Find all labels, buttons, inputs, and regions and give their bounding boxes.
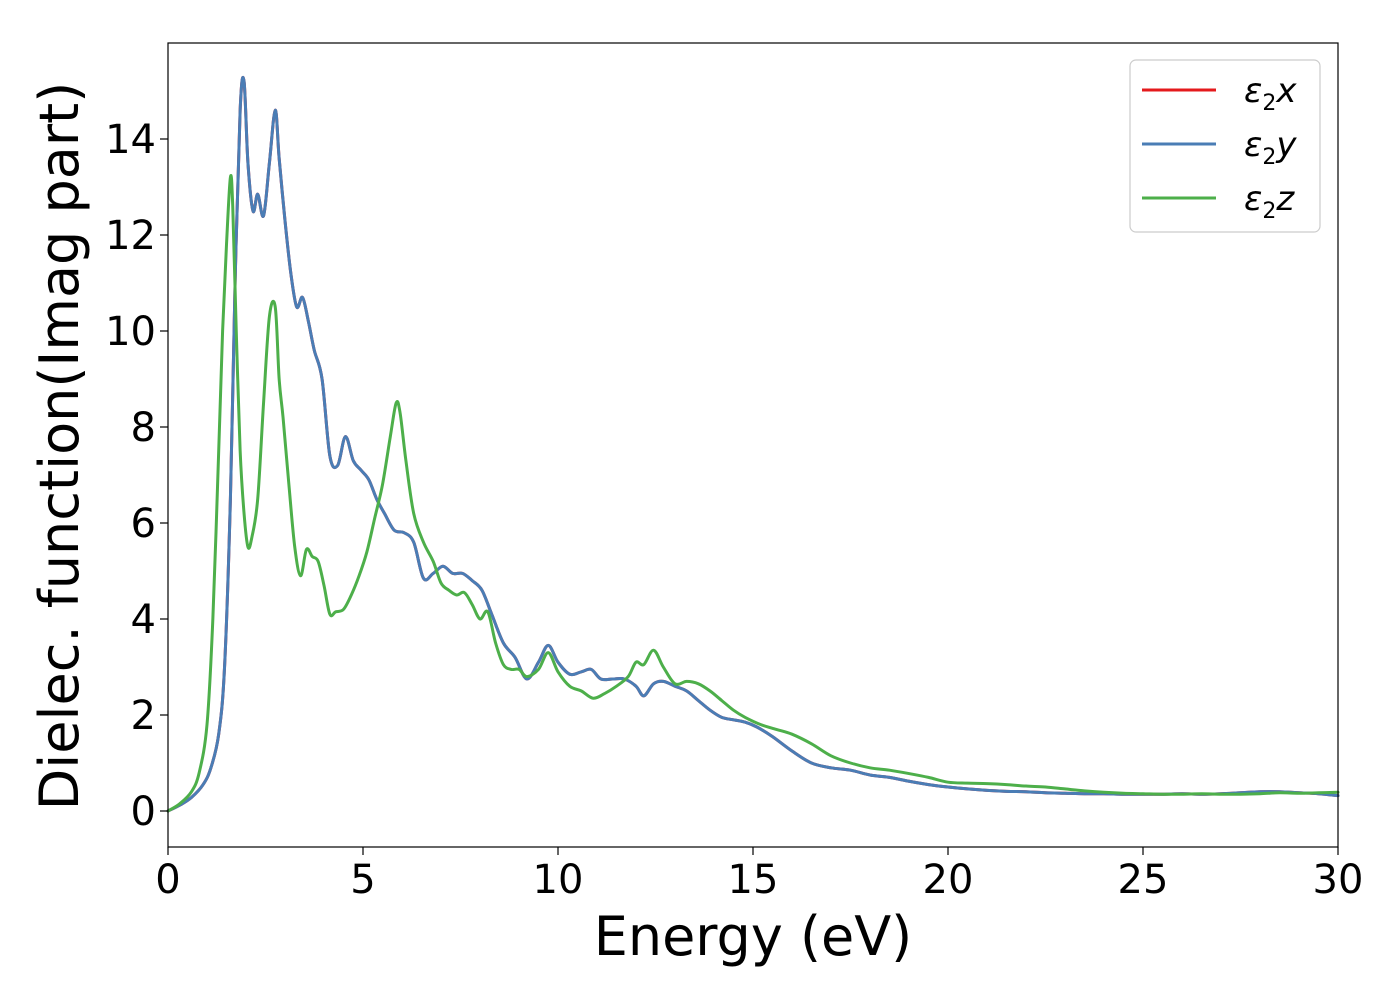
y-tick-label: 12 (105, 213, 156, 259)
x-tick-label: 30 (1313, 857, 1364, 903)
y-tick-label: 0 (131, 789, 156, 835)
x-tick-label: 5 (350, 857, 375, 903)
y-tick-label: 8 (131, 405, 156, 451)
y-axis-ticks: 0 2 4 6 8 10 12 14 (105, 117, 168, 835)
y-axis-label: Dielec. function(Imag part) (28, 82, 91, 811)
y-tick-label: 2 (131, 693, 156, 739)
x-tick-label: 20 (923, 857, 974, 903)
legend-label-z: ε2z (1244, 179, 1295, 224)
x-axis-label: Energy (eV) (594, 905, 913, 968)
y-tick-label: 6 (131, 501, 156, 547)
legend-label-x: ε2x (1244, 71, 1297, 116)
legend: ε2x ε2y ε2z (1129, 59, 1321, 233)
series-line-z (166, 174, 1340, 813)
x-axis-ticks: 0 5 10 15 20 25 30 (155, 847, 1363, 903)
legend-label-y: ε2y (1244, 125, 1297, 170)
x-tick-label: 15 (728, 857, 779, 903)
x-tick-label: 25 (1118, 857, 1169, 903)
x-tick-label: 0 (155, 857, 180, 903)
x-tick-label: 10 (533, 857, 584, 903)
y-tick-label: 14 (105, 117, 156, 163)
series-line-y (166, 75, 1340, 813)
legend-box (1129, 59, 1321, 233)
y-tick-label: 4 (131, 597, 156, 643)
y-tick-label: 10 (105, 309, 156, 355)
series-layer (166, 75, 1340, 813)
